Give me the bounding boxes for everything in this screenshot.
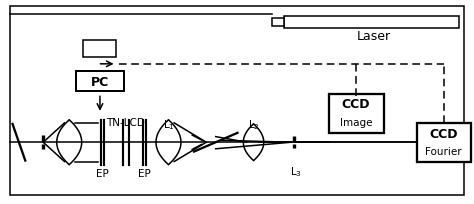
FancyBboxPatch shape [284, 17, 459, 29]
Text: PC: PC [91, 75, 109, 88]
Text: Image: Image [340, 117, 373, 127]
Text: EP: EP [96, 168, 109, 178]
Text: L$_1$: L$_1$ [163, 117, 174, 131]
Text: Fourier: Fourier [425, 147, 462, 157]
Text: Laser: Laser [357, 30, 391, 43]
FancyBboxPatch shape [329, 95, 383, 133]
FancyBboxPatch shape [76, 72, 124, 92]
Text: L$_2$: L$_2$ [248, 117, 259, 131]
Text: TN-LCD: TN-LCD [107, 117, 146, 127]
Text: EP: EP [138, 168, 151, 178]
Text: L$_3$: L$_3$ [290, 165, 302, 178]
FancyBboxPatch shape [273, 19, 284, 27]
Text: CCD: CCD [429, 127, 458, 140]
FancyBboxPatch shape [83, 41, 117, 57]
Text: CCD: CCD [342, 98, 370, 111]
FancyBboxPatch shape [417, 123, 471, 162]
